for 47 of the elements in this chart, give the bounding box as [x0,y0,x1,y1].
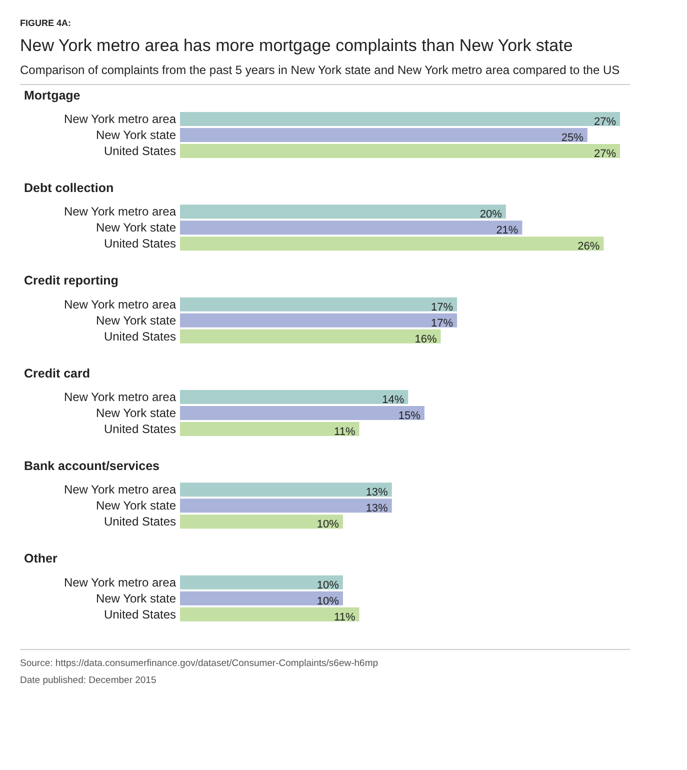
text: Date published: December 2015 [20,675,158,686]
data-label: 15% [398,410,421,422]
text: New York state [96,313,176,328]
y-tick-label: Credit reporting [24,274,118,288]
data-label: 27% [594,116,616,128]
text: New York metro area [64,575,176,590]
caption: FIGURE 4A: [20,18,72,28]
data-label: 10% [316,579,340,592]
data-label: 11% [334,611,356,624]
text: United States [104,329,176,344]
data-label: 26% [578,240,600,253]
chart-subtitle: Comparison of complaints from the past 5 years in New York state and New York metro area compared to the US [20,62,620,78]
text: New York state [96,220,176,235]
data-label: 17% [431,317,454,330]
series-label: New York metro area [64,112,176,126]
text: United States [104,422,176,436]
data-label: 25% [561,132,584,144]
source-note: Source: https://data.consumerfinance.gov/dataset/Consumer-Complaints/s6ew-h6mp [20,658,380,669]
text: New York metro area [64,390,176,404]
y-tick-label: Other [24,552,58,566]
y-tick-label: Mortgage [24,88,80,102]
chart-title: New York metro area has more mortgage complaints than New York state [20,36,574,56]
data-label: 13% [366,486,388,499]
text: New York metro area [64,482,176,497]
text: United States [104,607,176,622]
text: New York metro area [64,297,176,312]
text: New York state [96,498,176,513]
series-label: New York state [96,128,176,142]
data-label: 10% [316,595,340,608]
data-label: 21% [496,224,518,237]
data-label: 10% [316,518,340,531]
text: United States [104,236,176,251]
text: New York metro area [64,204,176,219]
data-label: 27% [594,148,616,160]
text: United States [104,514,176,529]
data-label: 13% [366,502,388,515]
data-label: 14% [382,394,404,406]
y-tick-label: Credit card [24,366,90,380]
data-label: 17% [431,301,454,314]
y-tick-label: Bank account/services [24,459,160,473]
series-label: United States [104,144,176,158]
y-tick-label: Debt collection [24,181,114,195]
text: New York state [96,406,176,420]
data-label: 20% [480,208,502,221]
text: New York state [96,591,176,606]
data-label: 16% [414,333,437,346]
data-label: 11% [334,426,356,438]
